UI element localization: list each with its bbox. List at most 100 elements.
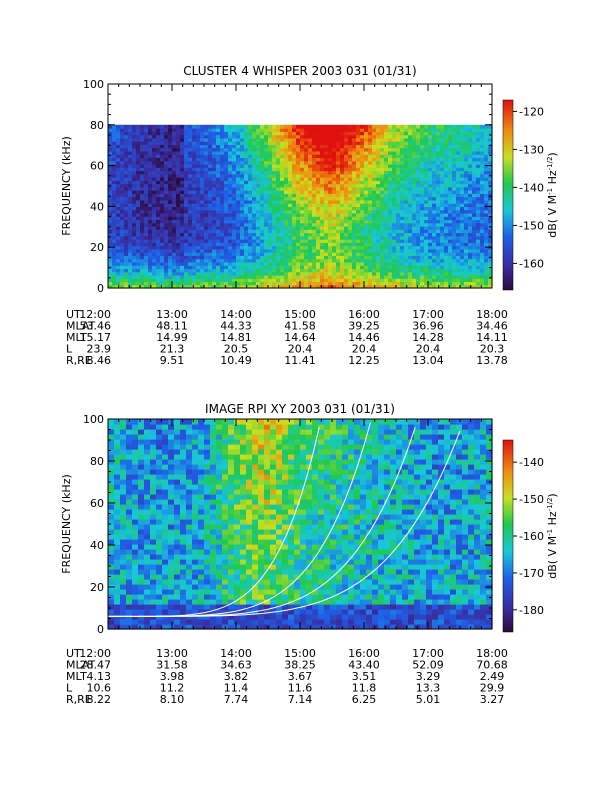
heatmap-cell [120,173,125,178]
heatmap-cell [460,281,465,286]
heatmap-cell [216,134,221,139]
heatmap-cell [280,124,285,129]
heatmap-cell [284,147,289,152]
heatmap-cell [372,150,377,155]
heatmap-cell [264,271,269,276]
heatmap-cell [116,274,121,279]
heatmap-cell [268,170,273,175]
heatmap-cell [424,265,429,270]
heatmap-cell [456,242,461,247]
heatmap-cell [472,167,477,172]
heatmap-cell [272,255,277,260]
heatmap-cell [416,160,421,165]
heatmap-cell [272,209,277,214]
heatmap-cell [236,261,241,266]
heatmap-cell [488,261,493,266]
heatmap-cell [168,124,173,129]
heatmap-cell [128,203,133,207]
heatmap-cell [188,157,193,162]
heatmap-cell [160,131,165,136]
heatmap-cell [304,265,309,270]
heatmap-cell [236,274,241,279]
heatmap-cell [316,199,321,204]
heatmap-cell [220,245,225,250]
heatmap-cell [232,160,237,165]
heatmap-cell [276,141,281,145]
heatmap-cell [332,242,337,247]
heatmap-cell [132,154,137,159]
heatmap-cell [108,281,113,286]
heatmap-cell [196,209,201,214]
heatmap-cell [172,232,177,237]
heatmap-cell [440,261,445,266]
heatmap-cell [324,150,329,155]
heatmap-cell [360,124,365,129]
heatmap-cell [336,190,341,194]
heatmap-cell [196,265,201,270]
heatmap-cell [448,209,453,214]
heatmap-cell [264,134,269,139]
heatmap-cell [452,196,457,201]
heatmap-cell [184,180,189,185]
heatmap-cell [196,248,201,253]
heatmap-cell [348,239,353,243]
heatmap-cell [416,219,421,224]
heatmap-cell [156,232,161,237]
heatmap-cell [308,190,313,194]
heatmap-cell [388,157,393,162]
heatmap-cell [468,225,473,230]
heatmap-cell [184,242,189,247]
heatmap-cell [196,128,201,132]
heatmap-cell [364,199,369,204]
heatmap-cell [136,252,141,256]
heatmap-cell [132,258,137,263]
heatmap-cell [120,147,125,152]
heatmap-cell [444,245,449,250]
heatmap-cell [324,245,329,250]
heatmap-cell [260,203,265,207]
heatmap-cell [352,193,357,198]
heatmap-cell [144,150,149,155]
heatmap-cell [452,203,457,207]
heatmap-cell [256,271,261,276]
heatmap-cell [292,137,297,142]
heatmap-cell [208,265,213,270]
heatmap-cell [372,141,377,145]
heatmap-cell [192,173,197,178]
heatmap-cell [344,271,349,276]
heatmap-cell [156,239,161,243]
heatmap-cell [340,222,345,227]
heatmap-cell [468,206,473,211]
heatmap-cell [360,271,365,276]
heatmap-cell [364,160,369,165]
heatmap-cell [160,281,165,286]
heatmap-cell [228,128,233,132]
heatmap-cell [296,242,301,247]
heatmap-cell [468,190,473,194]
heatmap-cell [328,154,333,159]
heatmap-cell [380,193,385,198]
heatmap-cell [376,278,381,283]
heatmap-cell [404,131,409,136]
heatmap-cell [332,219,337,224]
heatmap-cell [360,216,365,221]
heatmap-cell [144,278,149,283]
heatmap-cell [152,141,157,145]
heatmap-cell [220,173,225,178]
heatmap-cell [368,232,373,237]
heatmap-cell [216,150,221,155]
heatmap-cell [436,216,441,221]
heatmap-cell [160,255,165,260]
heatmap-cell [460,134,465,139]
heatmap-cell [268,242,273,247]
heatmap-cell [400,222,405,227]
heatmap-cell [244,203,249,207]
heatmap-cell [192,147,197,152]
heatmap-cell [168,212,173,217]
heatmap-cell [172,134,177,139]
heatmap-cell [192,278,197,283]
heatmap-cell [380,170,385,175]
heatmap-cell [208,157,213,162]
heatmap-cell [212,131,217,136]
heatmap-cell [256,157,261,162]
